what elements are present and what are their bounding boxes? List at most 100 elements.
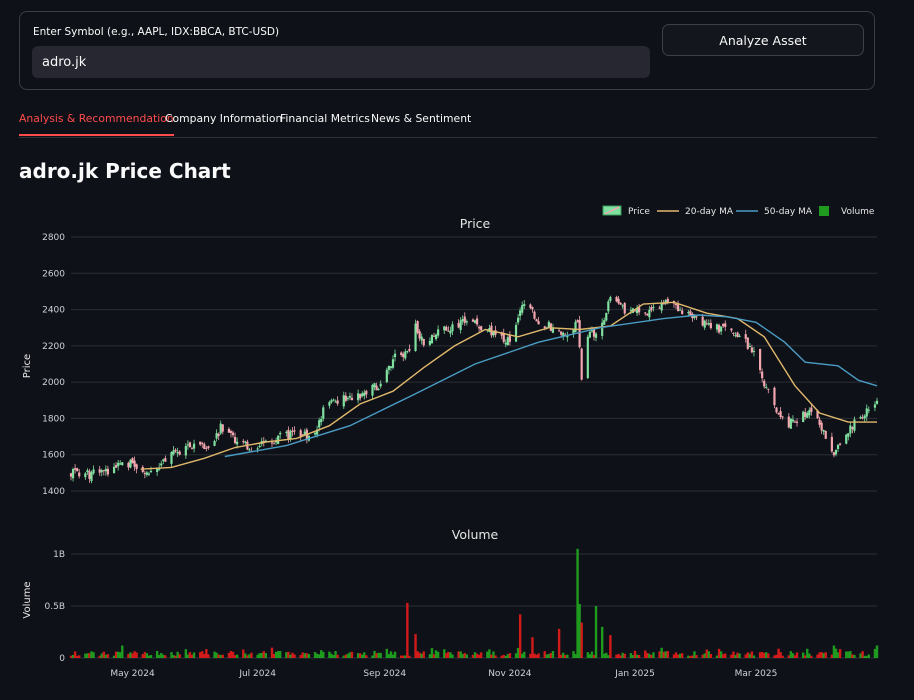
candle-body — [400, 352, 403, 355]
candle-body — [244, 441, 247, 443]
volume-bar — [447, 651, 450, 658]
volume-bar — [92, 652, 95, 658]
candle-body — [838, 443, 842, 445]
volume-bar — [703, 653, 706, 658]
volume-bar — [145, 653, 149, 658]
volume-bar — [84, 653, 87, 658]
candle-body — [744, 334, 747, 339]
legend-volume-swatch — [819, 206, 829, 216]
legend-label: 50-day MA — [764, 207, 813, 217]
volume-bar — [389, 651, 393, 658]
candle-body — [832, 452, 836, 456]
volume-bar — [767, 653, 770, 658]
candle-body — [502, 333, 505, 342]
candle-body — [586, 336, 589, 379]
candle-body — [763, 380, 766, 387]
volume-bar — [752, 655, 756, 658]
candle-body — [377, 389, 380, 391]
volume-bar — [149, 654, 153, 658]
price-tick-label: 2800 — [42, 233, 65, 243]
volume-bar — [69, 655, 73, 658]
candle-body — [693, 314, 696, 318]
candle-body — [781, 416, 784, 418]
volume-bar — [164, 655, 167, 658]
candle-body — [387, 365, 390, 370]
candle-body — [578, 320, 581, 348]
volume-bar — [808, 653, 811, 658]
volume-bar — [473, 652, 477, 658]
candle-body — [724, 323, 727, 327]
volume-bar — [834, 648, 838, 658]
candle-body — [299, 430, 302, 438]
volume-bar — [393, 651, 397, 658]
tab-financial-metrics[interactable]: Financial Metrics — [280, 112, 370, 125]
volume-subplot-title: Volume — [452, 527, 499, 542]
volume-bar — [406, 602, 409, 658]
volume-bar — [738, 653, 741, 658]
volume-bar — [506, 654, 510, 658]
candle-body — [531, 307, 534, 310]
tab-news-sentiment[interactable]: News & Sentiment — [371, 112, 472, 125]
candle-body — [660, 302, 663, 311]
volume-bar — [127, 653, 130, 658]
candle-body — [473, 320, 477, 323]
volume-bar — [371, 655, 374, 658]
candle-body — [422, 338, 425, 346]
candle-body — [775, 407, 778, 413]
candle-body — [650, 307, 653, 311]
volume-bar — [832, 645, 836, 658]
candle-body — [112, 466, 116, 474]
candle-body — [465, 321, 468, 323]
tab-company-information[interactable]: Company Information — [165, 112, 283, 125]
tab-analysis-recommendation[interactable]: Analysis & Recommendation — [19, 106, 174, 136]
candle-body — [836, 444, 840, 450]
volume-bar — [344, 654, 348, 658]
candle-body — [607, 301, 610, 312]
candle-body — [184, 446, 187, 456]
candle-body — [149, 470, 153, 473]
volume-bar — [162, 654, 165, 658]
volume-bar — [730, 654, 733, 658]
volume-bar — [838, 649, 842, 658]
volume-bar — [121, 645, 124, 658]
candle-body — [256, 448, 259, 450]
volume-bar — [873, 648, 877, 658]
volume-bar — [631, 655, 635, 658]
candle-body — [391, 359, 395, 368]
candle-body — [652, 306, 655, 308]
candle-body — [127, 462, 130, 468]
volume-bar — [432, 654, 436, 658]
price-tick-label: 2000 — [42, 378, 65, 388]
candle-body — [802, 411, 805, 423]
volume-bar — [531, 637, 534, 658]
candle-body — [145, 472, 148, 475]
candle-body — [547, 321, 550, 328]
candle-body — [689, 311, 692, 316]
volume-bar — [356, 653, 360, 658]
candle-body — [574, 321, 577, 333]
symbol-input[interactable] — [32, 46, 650, 78]
volume-bar — [303, 653, 307, 658]
volume-bar — [592, 655, 596, 658]
volume-bar — [520, 653, 524, 658]
candle-body — [676, 304, 680, 311]
candle-body — [445, 326, 448, 331]
volume-bar — [845, 651, 848, 658]
analyze-asset-button[interactable]: Analyze Asset — [662, 24, 864, 56]
volume-bar — [830, 654, 834, 658]
price-volume-chart[interactable]: 1400 1600 1800 2000 2200 2400 2600 2800 0 0.5B 1B P… — [0, 198, 914, 700]
volume-bar — [217, 654, 220, 658]
volume-bar — [75, 655, 79, 658]
volume-bar — [818, 652, 821, 658]
candle-body — [291, 430, 294, 432]
volume-bar — [806, 648, 809, 658]
volume-bar — [420, 653, 423, 658]
candle-body — [580, 348, 583, 380]
candle-body — [190, 448, 194, 450]
volume-bar — [205, 649, 208, 658]
volume-bar — [160, 653, 163, 658]
volume-bar — [192, 652, 196, 658]
volume-bar — [707, 651, 711, 658]
candle-body — [863, 415, 866, 419]
volume-bar — [71, 654, 75, 658]
